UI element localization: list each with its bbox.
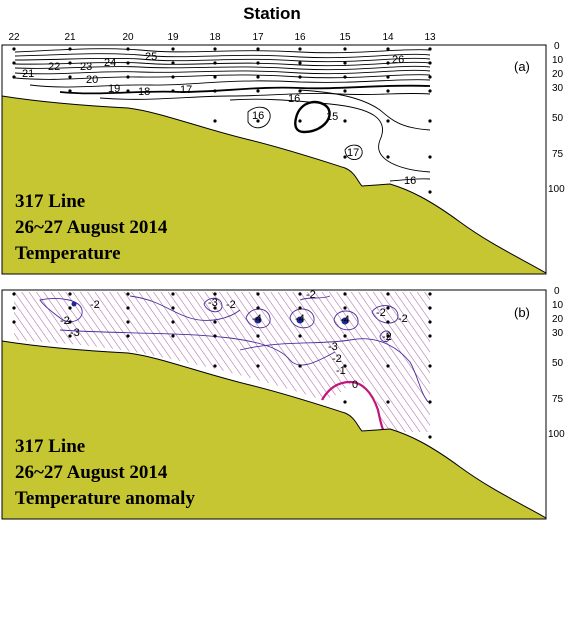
temperature-contours bbox=[14, 48, 431, 182]
contour-label: 22 bbox=[48, 61, 60, 73]
contour-label: 21 bbox=[22, 68, 34, 80]
seafloor-b bbox=[1, 340, 547, 520]
contour-label: -2 bbox=[306, 289, 316, 301]
depth-label: 20 bbox=[552, 314, 564, 325]
station-axis: 22 21 20 19 18 17 16 15 14 13 bbox=[8, 32, 436, 43]
station-label: 20 bbox=[122, 32, 134, 43]
panel-a-tag: (a) bbox=[514, 59, 530, 74]
caption-line: Temperature anomaly bbox=[15, 488, 195, 509]
depth-label: 100 bbox=[548, 184, 565, 195]
depth-label: 30 bbox=[552, 83, 564, 94]
contour-label: 25 bbox=[145, 51, 157, 63]
contour-label: -2 bbox=[332, 353, 342, 365]
panel-a: 0 10 20 30 50 75 100 bbox=[1, 41, 565, 275]
contour-label: 15 bbox=[326, 111, 338, 123]
sample-points-b bbox=[12, 292, 432, 439]
contour-label: 16 bbox=[404, 175, 416, 187]
contour-label: 16 bbox=[252, 110, 264, 122]
caption-line: 26~27 August 2014 bbox=[15, 462, 168, 483]
contour-label: -2 bbox=[398, 313, 408, 325]
caption-line: 26~27 August 2014 bbox=[15, 217, 168, 238]
contour-label: -4 bbox=[340, 314, 350, 326]
contour-label: 16 bbox=[288, 93, 300, 105]
sample-points-a bbox=[12, 47, 432, 194]
contour-label: 17 bbox=[180, 84, 192, 96]
station-label: 21 bbox=[64, 32, 76, 43]
depth-label: 50 bbox=[552, 113, 564, 124]
panel-b-tag: (b) bbox=[514, 305, 530, 320]
depth-label: 10 bbox=[552, 300, 564, 311]
anomaly-contours bbox=[39, 295, 429, 403]
station-label: 17 bbox=[252, 32, 264, 43]
contour-label: 19 bbox=[108, 83, 120, 95]
caption-line: 317 Line bbox=[15, 191, 85, 212]
station-label: 15 bbox=[339, 32, 351, 43]
panel-b: 0 10 20 30 50 75 100 bbox=[1, 286, 565, 520]
contour-label: -4 bbox=[252, 313, 262, 325]
contour-label: 20 bbox=[86, 74, 98, 86]
station-label: 18 bbox=[209, 32, 221, 43]
depth-label: 100 bbox=[548, 429, 565, 440]
depth-label: 75 bbox=[552, 394, 564, 405]
station-label: 13 bbox=[424, 32, 436, 43]
depth-label: 10 bbox=[552, 55, 564, 66]
contour-label: -2 bbox=[60, 315, 70, 327]
contour-label: -3 bbox=[208, 297, 218, 309]
contour-label: 24 bbox=[104, 57, 116, 69]
contour-label: 17 bbox=[347, 147, 359, 159]
depth-label: 20 bbox=[552, 69, 564, 80]
contour-label: -3 bbox=[328, 341, 338, 353]
station-label: 19 bbox=[167, 32, 179, 43]
anomaly-minima-markers bbox=[71, 301, 349, 325]
caption-line: Temperature bbox=[15, 243, 121, 264]
contour-label: -3 bbox=[70, 327, 80, 339]
seafloor-a bbox=[1, 95, 547, 275]
depth-label: 50 bbox=[552, 358, 564, 369]
caption-line: 317 Line bbox=[15, 436, 85, 457]
contour-label: 0 bbox=[352, 379, 358, 391]
depth-label: 0 bbox=[554, 41, 560, 52]
contour-label: 18 bbox=[138, 86, 150, 98]
station-label: 16 bbox=[294, 32, 306, 43]
figure-title: Station bbox=[243, 4, 301, 23]
station-label: 22 bbox=[8, 32, 20, 43]
zero-anomaly-line bbox=[321, 380, 385, 433]
depth-label: 0 bbox=[554, 286, 560, 297]
contour-label: -2 bbox=[226, 299, 236, 311]
contour-label: -1 bbox=[336, 365, 346, 377]
contour-label: -2 bbox=[376, 307, 386, 319]
contour-label: -4 bbox=[295, 313, 305, 325]
contour-labels-a: 25 26 24 23 22 21 20 19 18 17 16 16 15 1… bbox=[22, 51, 416, 187]
station-label: 14 bbox=[382, 32, 394, 43]
anomaly-hatch bbox=[14, 292, 430, 432]
contour-label: -2 bbox=[90, 299, 100, 311]
depth-label: 75 bbox=[552, 149, 564, 160]
contour-label: 26 bbox=[392, 54, 404, 66]
depth-axis-b: 0 10 20 30 50 75 100 bbox=[548, 286, 565, 440]
depth-label: 30 bbox=[552, 328, 564, 339]
depth-axis-a: 0 10 20 30 50 75 100 bbox=[548, 41, 565, 195]
contour-label: 23 bbox=[80, 61, 92, 73]
